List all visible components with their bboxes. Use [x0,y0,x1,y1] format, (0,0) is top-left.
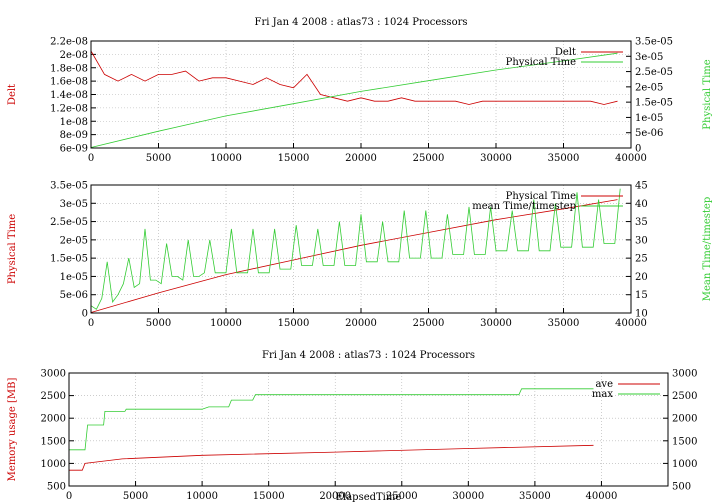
legend-label: ave [595,379,613,390]
x-tick-label: 25000 [386,491,418,502]
series-line-physical-time [90,52,618,148]
y-tick-label: 5e-06 [60,290,88,301]
x-tick-label: 0 [88,318,94,329]
x-tick-label: 0 [66,491,72,502]
y2-tick-label: 3e-05 [635,52,663,63]
y2-tick-label: 45 [635,181,648,192]
legend-label: Physical Time [506,57,576,68]
x-tick-label: 10000 [210,318,242,329]
chart-title: Fri Jan 4 2008 : atlas73 : 1024 Processo… [255,17,468,28]
y2-tick-label: 1e-05 [635,113,663,124]
y2-tick-label: 3.5e-05 [635,37,673,48]
y2-axis-label: Mean Time/timestep [702,197,713,301]
x-tick-label: 35000 [548,318,580,329]
y-tick-label: 1.2e-08 [50,103,88,114]
plot-frame [90,40,632,149]
y-axis-label: Memory usage [MB] [7,378,18,482]
y-tick-label: 2.2e-08 [50,37,88,48]
x-tick-label: 20000 [319,491,351,502]
y-tick-label: 1.4e-08 [50,90,88,101]
y2-tick-label: 500 [672,482,691,493]
x-tick-label: 20000 [345,318,377,329]
y2-tick-label: 3000 [672,369,697,380]
y2-tick-label: 1.5e-05 [635,98,673,109]
legend-label: Delt [555,47,576,58]
y-axis-label: Delt [7,84,18,105]
series-line-max [69,388,594,451]
y2-tick-label: 2500 [672,391,697,402]
x-tick-label: 35000 [519,491,551,502]
x-tick-label: 30000 [480,153,512,164]
chart-title: Fri Jan 4 2008 : atlas73 : 1024 Processo… [262,350,475,361]
y2-tick-label: 20 [635,272,648,283]
y-tick-label: 500 [47,482,66,493]
x-tick-label: 30000 [480,318,512,329]
y-tick-label: 3000 [41,369,66,380]
y-tick-label: 1e-05 [60,272,88,283]
legend-label: Physical Time [506,191,576,202]
x-tick-label: 5000 [146,318,171,329]
chart-panel-2: 0 5e-06 1e-05 1.5e-05 2e-05 2.5e-05 3e-05 3.5e-… [7,181,713,330]
y-axis-label: Physical Time [7,214,18,284]
plot-frame [68,372,669,487]
y-tick-label: 1.5e-05 [50,254,88,265]
y-tick-label: 1e-08 [60,117,88,128]
legend-label: max [592,389,613,400]
y-tick-label: 2500 [41,391,66,402]
y2-tick-label: 2000 [672,414,697,425]
x-tick-label: 15000 [278,153,310,164]
y2-tick-label: 5e-06 [635,128,663,139]
y-tick-label: 1.8e-08 [50,63,88,74]
x-tick-label: 30000 [452,491,484,502]
x-tick-label: 10000 [186,491,218,502]
x-tick-label: 40000 [586,491,618,502]
plot-frame [90,184,632,314]
legend-label: mean Time/timestep [472,201,576,212]
x-tick-label: 0 [88,153,94,164]
x-axis-label: ElapsedTime [336,492,402,503]
y2-tick-label: 1500 [672,436,697,447]
x-tick-label: 15000 [253,491,285,502]
y2-tick-label: 10 [635,309,648,320]
y-tick-label: 3.5e-05 [50,181,88,192]
y-tick-label: 3e-05 [60,199,88,210]
y2-axis-label: Physical Time [702,59,713,129]
series-line-delt [90,50,618,105]
x-tick-label: 10000 [210,153,242,164]
y-tick-label: 1.6e-08 [50,77,88,88]
y2-tick-label: 40 [635,199,648,210]
y-tick-label: 2e-08 [60,50,88,61]
y2-tick-label: 25 [635,254,648,265]
y-tick-label: 8e-09 [60,130,88,141]
series-line-ave [69,444,594,471]
x-tick-label: 5000 [146,153,171,164]
x-tick-label: 25000 [413,318,445,329]
y-tick-label: 1500 [41,436,66,447]
y2-tick-label: 30 [635,235,648,246]
x-tick-label: 15000 [278,318,310,329]
x-tick-label: 25000 [413,153,445,164]
y2-tick-label: 0 [635,144,641,155]
chart-panel-3: 500 1000 1500 2000 2500 3000 500 1000 1500 2000 25… [7,350,697,503]
y2-tick-label: 2e-05 [635,82,663,93]
y2-tick-label: 1000 [672,459,697,470]
y-tick-label: 2000 [41,414,66,425]
y2-tick-label: 15 [635,290,648,301]
y2-tick-label: 2.5e-05 [635,67,673,78]
y-tick-label: 2e-05 [60,235,88,246]
series-line-physical-time [90,199,618,313]
chart-panel-1: 6e-09 8e-09 1e-08 1.2e-08 1.4e-08 1.6e-08 1.8e… [7,17,713,164]
series-line-mean-time-timestep [90,188,621,310]
x-tick-label: 40000 [615,153,647,164]
y-tick-label: 0 [82,309,88,320]
y-tick-label: 1000 [41,459,66,470]
y2-tick-label: 35 [635,217,648,228]
y-tick-label: 2.5e-05 [50,217,88,228]
x-tick-label: 5000 [123,491,148,502]
x-tick-label: 40000 [615,318,647,329]
y-tick-label: 6e-09 [60,144,88,155]
x-tick-label: 35000 [548,153,580,164]
x-tick-label: 20000 [345,153,377,164]
